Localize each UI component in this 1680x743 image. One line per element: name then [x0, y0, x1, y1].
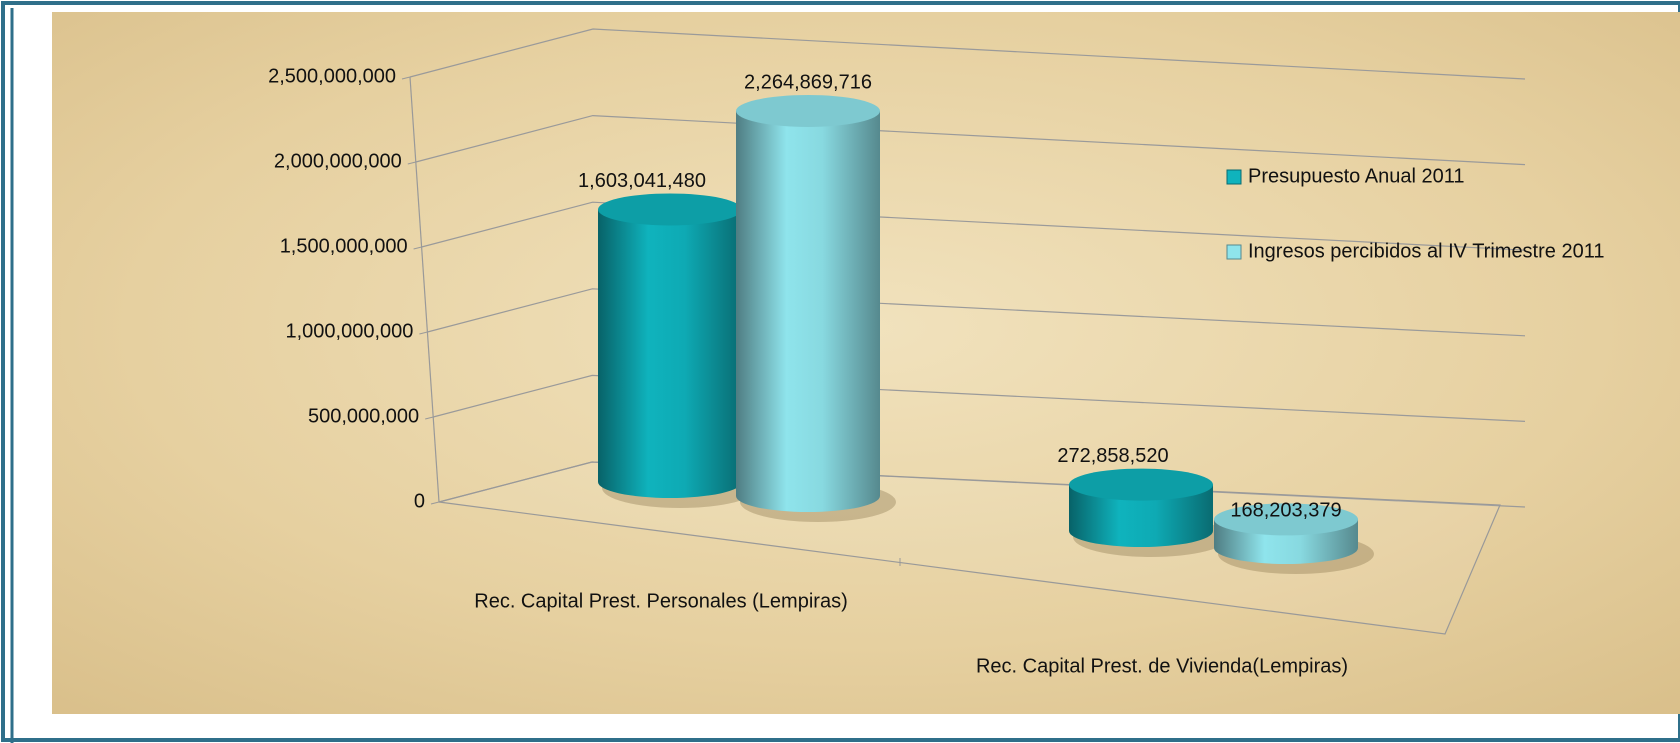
grid-line: [415, 114, 1526, 166]
grid-line: [409, 28, 1526, 80]
bar: [1214, 503, 1374, 574]
y-tick-label: 1,500,000,000: [280, 235, 408, 257]
x-tick-label: Rec. Capital Prest. Personales (Lempiras…: [474, 590, 847, 612]
bars: [598, 94, 1374, 574]
value-label: 272,858,520: [1057, 445, 1168, 467]
labels: 1,603,041,480 272,858,520 Presupuesto Anua…: [474, 71, 1604, 677]
bar-top: [1214, 503, 1358, 536]
bar: [598, 193, 758, 508]
y-axis: [409, 76, 440, 503]
grid-line: [433, 374, 1526, 422]
tick-mark: [407, 161, 416, 165]
y-tick-label: 0: [414, 490, 425, 512]
bar: [736, 94, 896, 522]
grid-line: [427, 288, 1526, 337]
legend-label: Presupuesto Anual 2011: [1248, 165, 1464, 187]
bar-body: [1069, 484, 1213, 547]
tick-mark: [419, 331, 428, 335]
bar-top: [736, 94, 880, 127]
legend-swatch: [1226, 244, 1242, 260]
y-tick-label: 2,000,000,000: [274, 150, 402, 172]
grid-line: [421, 201, 1526, 251]
value-label: 168,203,379: [1230, 500, 1341, 522]
bar-body: [736, 110, 880, 513]
bar-top: [1069, 468, 1213, 501]
tick-mark: [425, 416, 434, 420]
legend-swatch: [1226, 169, 1242, 185]
bar-top: [598, 193, 742, 226]
legend-label: Ingresos percibidos al IV Trimestre 2011: [1248, 240, 1604, 262]
bar: [1069, 468, 1229, 557]
tick-mark: [430, 501, 440, 505]
x-tick-label: Rec. Capital Prest. de Vivienda(Lempiras…: [976, 655, 1348, 677]
tick-mark: [413, 246, 422, 250]
bar-body: [598, 209, 742, 498]
y-tick-label: 1,000,000,000: [285, 320, 413, 342]
floor: [438, 461, 1501, 635]
value-label: 1,603,041,480: [578, 170, 706, 192]
y-tick-label: 500,000,000: [308, 405, 419, 427]
tick-mark: [401, 76, 411, 80]
value-label: 2,264,869,716: [744, 71, 872, 93]
y-tick-label: 2,500,000,000: [268, 65, 396, 87]
